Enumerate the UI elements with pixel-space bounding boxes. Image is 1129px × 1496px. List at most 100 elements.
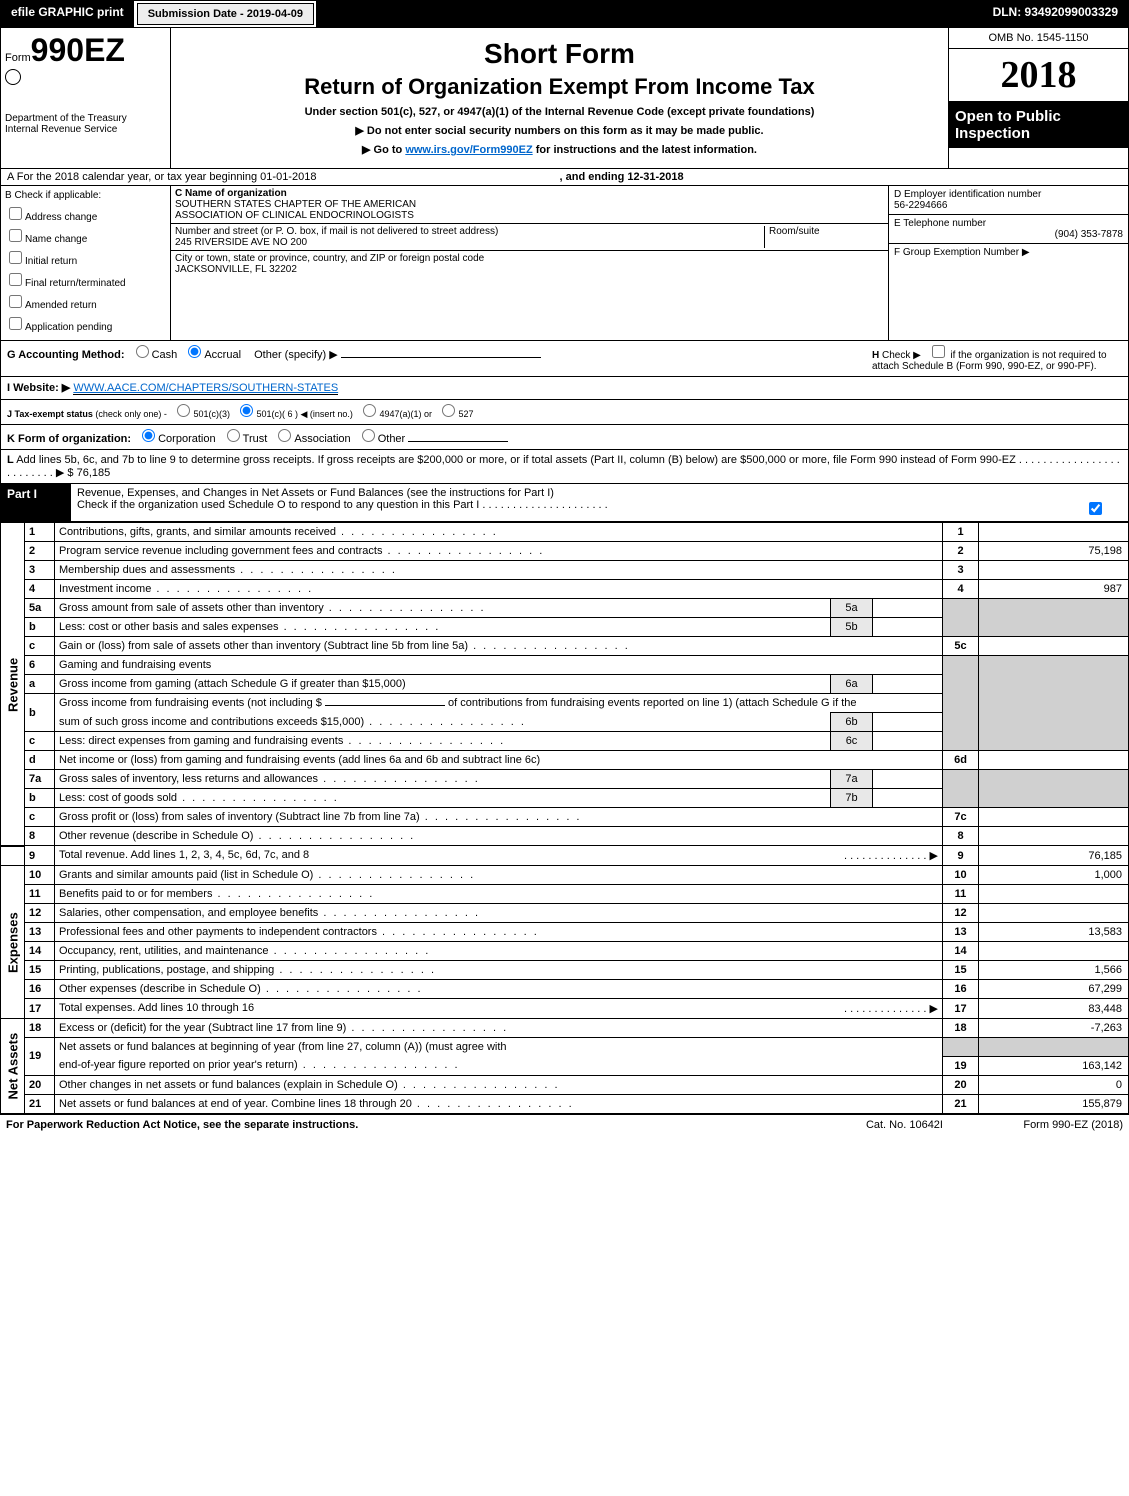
k-corp-label: Corporation <box>158 433 215 445</box>
row-10: Expenses 10 Grants and similar amounts p… <box>1 866 1129 885</box>
r6a-label: Gross income from gaming (attach Schedul… <box>55 675 831 694</box>
r20-lnum: 20 <box>943 1075 979 1094</box>
label-b: B <box>5 190 12 201</box>
h-label: H <box>872 350 879 361</box>
r6-lnum-shade <box>943 656 979 751</box>
k-corp-radio[interactable] <box>142 429 155 442</box>
efile-button[interactable]: efile GRAPHIC print <box>1 1 135 27</box>
r3-amount <box>979 561 1129 580</box>
r7c-num: c <box>25 808 55 827</box>
j-527-radio[interactable] <box>442 404 455 417</box>
r18-label: Excess or (deficit) for the year (Subtra… <box>55 1019 943 1038</box>
org-name-2: ASSOCIATION OF CLINICAL ENDOCRINOLOGISTS <box>175 210 884 221</box>
row-11: 11 Benefits paid to or for members 11 <box>1 885 1129 904</box>
r7a-xval <box>873 770 943 789</box>
k-assoc-radio[interactable] <box>278 429 291 442</box>
address-change-label: Address change <box>25 212 97 223</box>
k-trust-radio[interactable] <box>227 429 240 442</box>
r19-amount-shade <box>979 1038 1129 1057</box>
j-4947-radio[interactable] <box>363 404 376 417</box>
r8-lnum: 8 <box>943 827 979 846</box>
application-pending-label: Application pending <box>25 322 112 333</box>
top-bar: efile GRAPHIC print Submission Date - 20… <box>0 0 1129 28</box>
top-spacer <box>316 1 983 27</box>
r20-num: 20 <box>25 1075 55 1094</box>
r6d-num: d <box>25 751 55 770</box>
r7b-num: b <box>25 789 55 808</box>
r16-lnum: 16 <box>943 980 979 999</box>
k-other-radio[interactable] <box>362 429 375 442</box>
section-b: B Check if applicable: Address change Na… <box>1 186 171 340</box>
website-link[interactable]: WWW.AACE.COM/CHAPTERS/SOUTHERN-STATES <box>73 382 338 395</box>
r6c-x: 6c <box>831 732 873 751</box>
room-suite: Room/suite <box>764 226 884 248</box>
row-8: 8 Other revenue (describe in Schedule O)… <box>1 827 1129 846</box>
final-return-checkbox[interactable] <box>9 273 22 286</box>
l-label: L <box>7 454 14 466</box>
r17-amount: 83,448 <box>979 999 1129 1019</box>
r9-lnum: 9 <box>943 846 979 866</box>
part-1-checkbox[interactable] <box>1089 502 1102 515</box>
r11-lnum: 11 <box>943 885 979 904</box>
r11-label: Benefits paid to or for members <box>55 885 943 904</box>
part-1-header: Part I Revenue, Expenses, and Changes in… <box>0 484 1129 522</box>
part-1-dots: . . . . . . . . . . . . . . . . . . . . … <box>482 499 607 511</box>
line-l: L Add lines 5b, 6c, and 7b to line 9 to … <box>0 450 1129 484</box>
j-4947-label: 4947(a)(1) or <box>379 409 432 419</box>
accounting-other-input[interactable] <box>341 357 541 358</box>
line-j: J Tax-exempt status (check only one) - 5… <box>0 400 1129 425</box>
r5ab-amount-shade <box>979 599 1129 637</box>
r6c-xval <box>873 732 943 751</box>
r7b-label: Less: cost of goods sold <box>55 789 831 808</box>
accounting-cash-radio[interactable] <box>136 345 149 358</box>
r12-lnum: 12 <box>943 904 979 923</box>
r5b-num: b <box>25 618 55 637</box>
line-a: A For the 2018 calendar year, or tax yea… <box>0 169 1129 186</box>
r4-num: 4 <box>25 580 55 599</box>
amended-return-checkbox[interactable] <box>9 295 22 308</box>
footer-left: For Paperwork Reduction Act Notice, see … <box>6 1119 763 1131</box>
r6b-label-2: sum of such gross income and contributio… <box>55 713 831 732</box>
accounting-accrual-radio[interactable] <box>188 345 201 358</box>
r6b-label-1: Gross income from fundraising events (no… <box>55 694 943 713</box>
part-1-title: Revenue, Expenses, and Changes in Net As… <box>77 487 554 499</box>
j-501c3-radio[interactable] <box>177 404 190 417</box>
row-13: 13 Professional fees and other payments … <box>1 923 1129 942</box>
line-g: G Accounting Method: Cash Accrual Other … <box>7 345 862 372</box>
j-501c3-label: 501(c)(3) <box>193 409 230 419</box>
application-pending-checkbox[interactable] <box>9 317 22 330</box>
r16-num: 16 <box>25 980 55 999</box>
r7c-label: Gross profit or (loss) from sales of inv… <box>55 808 943 827</box>
r7c-amount <box>979 808 1129 827</box>
line-k: K Form of organization: Corporation Trus… <box>0 425 1129 450</box>
r18-num: 18 <box>25 1019 55 1038</box>
name-change-checkbox[interactable] <box>9 229 22 242</box>
r5a-xval <box>873 599 943 618</box>
r15-num: 15 <box>25 961 55 980</box>
r14-num: 14 <box>25 942 55 961</box>
j-501c-radio[interactable] <box>240 404 253 417</box>
row-6: 6 Gaming and fundraising events <box>1 656 1129 675</box>
row-19-2: end-of-year figure reported on prior yea… <box>1 1056 1129 1075</box>
part-1-check-text: Check if the organization used Schedule … <box>77 499 479 511</box>
r4-lnum: 4 <box>943 580 979 599</box>
check-if-applicable: Check if applicable: <box>14 190 101 201</box>
initial-return-checkbox[interactable] <box>9 251 22 264</box>
line-g-h: G Accounting Method: Cash Accrual Other … <box>0 341 1129 377</box>
k-other-input[interactable] <box>408 441 508 442</box>
r8-amount <box>979 827 1129 846</box>
r6c-num: c <box>25 732 55 751</box>
h-checkbox[interactable] <box>932 345 945 358</box>
r6b-amount-input[interactable] <box>325 705 445 706</box>
r17-label: Total expenses. Add lines 10 through 16 … <box>55 999 943 1019</box>
address-change-checkbox[interactable] <box>9 207 22 220</box>
accounting-other-label: Other (specify) ▶ <box>254 349 338 361</box>
r5c-label: Gain or (loss) from sale of assets other… <box>55 637 943 656</box>
r13-num: 13 <box>25 923 55 942</box>
r2-label: Program service revenue including govern… <box>55 542 943 561</box>
label-a: A <box>7 171 14 183</box>
instructions-link[interactable]: www.irs.gov/Form990EZ <box>405 144 532 156</box>
r7a-num: 7a <box>25 770 55 789</box>
row-18: Net Assets 18 Excess or (deficit) for th… <box>1 1019 1129 1038</box>
r21-lnum: 21 <box>943 1094 979 1113</box>
